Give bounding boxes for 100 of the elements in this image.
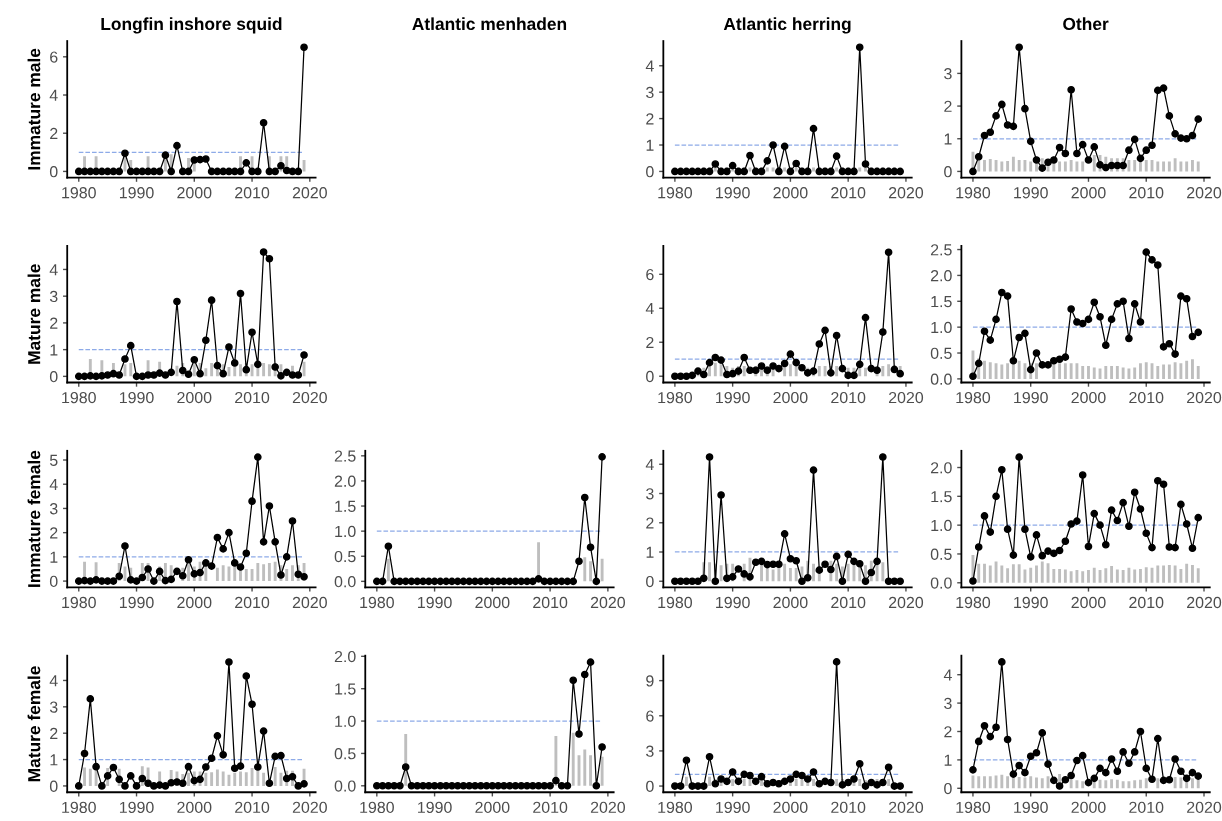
y-tick-label: 2.5 <box>334 450 356 462</box>
x-tick-label: 1980 <box>360 596 394 609</box>
x-tick-label: 1990 <box>1014 596 1048 609</box>
x-tick-label: 1990 <box>716 801 750 814</box>
x-tick-label: 1990 <box>1014 187 1048 199</box>
x-tick-label: 2000 <box>475 596 510 609</box>
y-tick-label: 0 <box>646 575 654 588</box>
x-tick-label: 1980 <box>956 801 991 814</box>
y-tick-label: 1.0 <box>931 519 952 532</box>
x-tick-label: 2000 <box>475 801 510 814</box>
x-tick-label: 2000 <box>1071 596 1106 609</box>
x-tick-label: 2020 <box>292 596 327 609</box>
y-tick-label: 1.5 <box>931 491 952 503</box>
x-tick-label: 1980 <box>62 391 96 404</box>
x-tick-label: 1990 <box>119 801 154 814</box>
y-tick-label: 2 <box>944 726 952 738</box>
y-tick-label: 0 <box>49 371 58 383</box>
y-tick-label: 0.5 <box>930 347 952 359</box>
x-tick-label: 1980 <box>658 801 693 814</box>
y-axis-title: Immature male <box>27 48 41 170</box>
x-tick-label: 2010 <box>235 596 270 609</box>
y-tick-label: 2 <box>50 527 58 539</box>
x-tick-label: 2000 <box>1071 801 1106 814</box>
y-tick-label: 0 <box>944 166 952 178</box>
x-tick-label: 1990 <box>119 596 154 609</box>
x-tick-label: 1980 <box>956 596 991 609</box>
x-tick-label: 2020 <box>292 391 327 404</box>
y-axis-title: Mature female <box>27 666 41 782</box>
x-tick-label: 1980 <box>658 187 693 199</box>
y-tick-label: 2 <box>50 317 58 329</box>
chart-title: Other <box>1063 17 1109 31</box>
x-tick-label: 2010 <box>831 596 866 609</box>
y-tick-label: 2 <box>50 727 58 739</box>
x-tick-label: 2020 <box>590 801 626 814</box>
y-tick-label: 3 <box>944 697 952 710</box>
y-tick-label: 0 <box>49 166 58 178</box>
x-tick-label: 1990 <box>418 801 452 814</box>
y-tick-label: 2.0 <box>334 475 356 487</box>
y-tick-label: 1 <box>50 344 58 356</box>
x-tick-label: 2000 <box>773 391 808 404</box>
y-tick-label: 4 <box>49 479 58 491</box>
x-tick-label: 2000 <box>773 801 808 814</box>
x-tick-label: 2010 <box>831 801 866 814</box>
x-tick-label: 2000 <box>1071 391 1106 404</box>
text: Atlantic menhaden <box>412 17 567 31</box>
x-tick-label: 1990 <box>716 187 750 199</box>
y-tick-label: 0.5 <box>930 548 952 560</box>
x-tick-label: 2010 <box>235 391 270 404</box>
x-tick-label: 1990 <box>1014 391 1048 404</box>
x-tick-label: 2010 <box>533 596 568 609</box>
x-tick-label: 2020 <box>888 187 924 199</box>
y-tick-label: 4 <box>645 60 654 72</box>
x-tick-label: 2010 <box>533 801 568 814</box>
y-tick-label: 1.5 <box>931 296 952 308</box>
y-tick-label: 0 <box>944 782 952 795</box>
x-tick-label: 2020 <box>1187 187 1222 199</box>
y-tick-label: 1.0 <box>335 715 356 727</box>
x-tick-label: 2020 <box>888 801 924 814</box>
y-tick-label: 1 <box>50 551 58 563</box>
y-tick-label: 6 <box>646 710 654 722</box>
x-tick-label: 2000 <box>177 596 212 609</box>
x-tick-label: 2020 <box>1187 391 1222 404</box>
x-tick-label: 2010 <box>235 801 270 814</box>
y-axis-title: Mature male <box>27 264 41 364</box>
y-tick-label: 5 <box>49 454 58 466</box>
x-tick-label: 1980 <box>62 187 96 199</box>
y-tick-label: 9 <box>646 675 654 687</box>
y-tick-label: 3 <box>944 68 952 80</box>
y-tick-label: 4 <box>645 303 654 315</box>
y-tick-label: 3 <box>49 503 58 515</box>
x-tick-label: 2020 <box>888 596 924 609</box>
x-tick-label: 2010 <box>235 187 270 199</box>
y-tick-label: 3 <box>49 701 58 713</box>
x-tick-label: 1990 <box>716 391 750 404</box>
x-tick-label: 2000 <box>177 801 212 814</box>
y-tick-label: 2 <box>944 100 952 112</box>
y-tick-label: 0 <box>646 166 654 178</box>
x-tick-label: 2010 <box>1129 187 1164 199</box>
y-tick-label: 4 <box>943 669 952 681</box>
y-tick-label: 1 <box>646 139 654 151</box>
x-tick-label: 2000 <box>773 187 808 199</box>
x-tick-label: 1980 <box>658 391 693 404</box>
y-tick-label: 1.5 <box>335 500 356 512</box>
x-tick-label: 1990 <box>716 596 750 609</box>
y-tick-label: 1.5 <box>335 683 356 695</box>
y-tick-label: 1 <box>944 754 952 766</box>
x-tick-label: 1980 <box>62 801 96 814</box>
y-tick-label: 2 <box>646 517 654 529</box>
y-tick-label: 3 <box>646 745 654 757</box>
x-tick-label: 2020 <box>590 596 626 609</box>
x-tick-label: 2010 <box>1129 801 1164 814</box>
x-tick-label: 2020 <box>888 391 924 404</box>
y-tick-label: 1.0 <box>335 525 356 538</box>
x-tick-label: 2000 <box>773 596 808 609</box>
y-tick-label: 1 <box>944 133 952 145</box>
y-tick-label: 3 <box>646 488 654 500</box>
x-tick-label: 2010 <box>1129 596 1164 609</box>
y-tick-label: 2 <box>646 113 654 125</box>
x-tick-label: 1980 <box>360 801 394 814</box>
y-tick-label: 1.0 <box>931 321 952 334</box>
